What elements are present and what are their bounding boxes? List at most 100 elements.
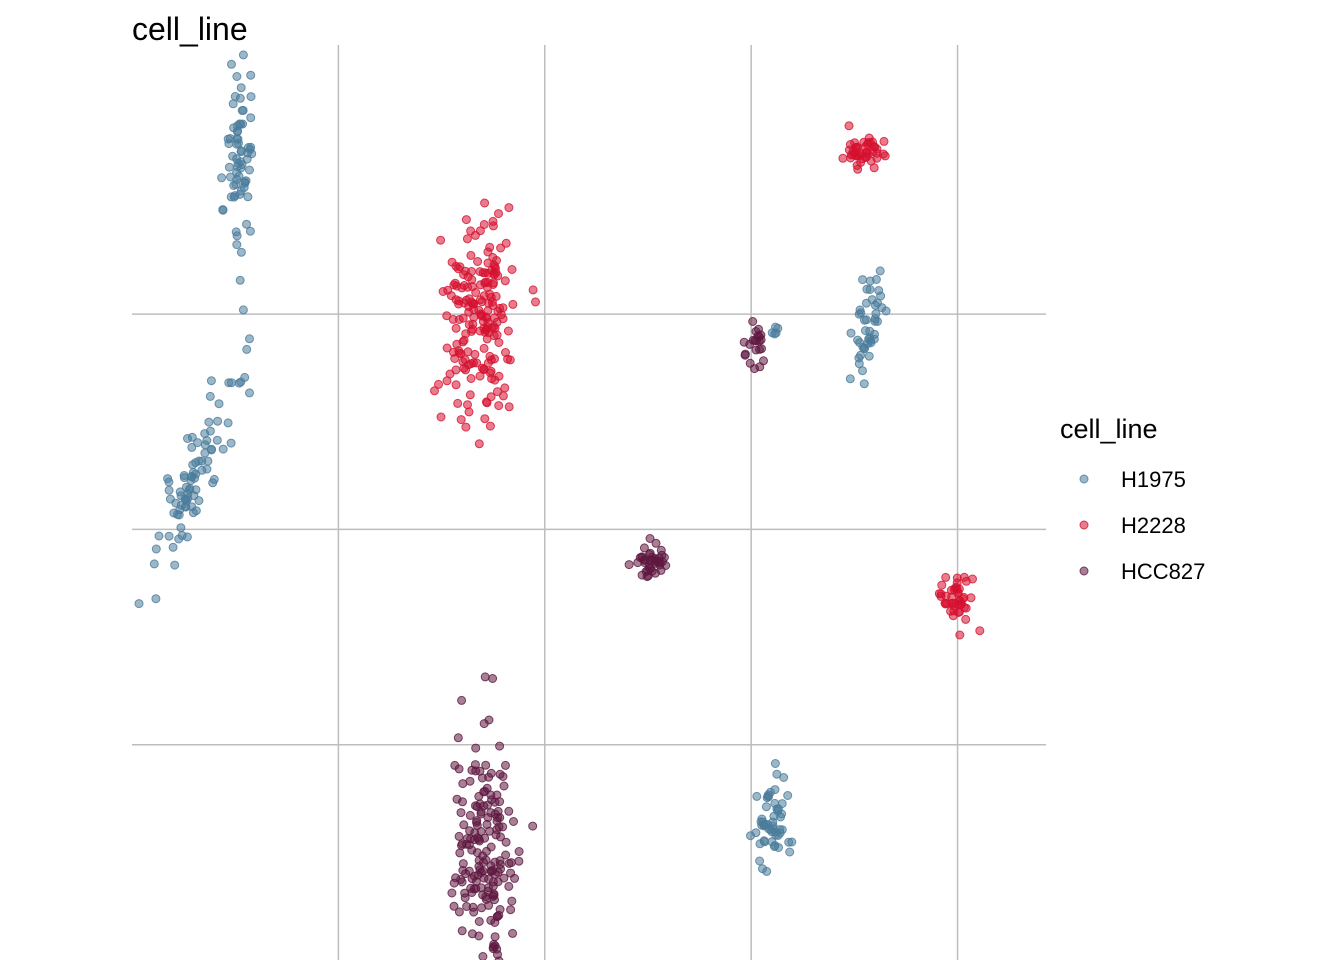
data-point <box>479 719 489 729</box>
data-point <box>194 496 204 506</box>
data-point <box>486 355 496 365</box>
data-point <box>164 485 174 495</box>
data-point <box>457 695 467 705</box>
data-point <box>508 299 518 309</box>
data-point <box>191 458 201 468</box>
data-point <box>494 338 504 347</box>
data-point <box>759 836 769 846</box>
data-point <box>225 134 235 143</box>
data-point <box>872 148 882 158</box>
data-point <box>757 344 766 354</box>
data-point <box>783 791 793 800</box>
grid-lines <box>132 45 1046 960</box>
data-point <box>480 198 490 208</box>
data-point <box>514 856 524 866</box>
data-point <box>236 247 246 257</box>
data-point <box>203 456 213 466</box>
data-point <box>646 564 656 574</box>
legend-title: cell_line <box>1060 414 1158 444</box>
data-point <box>206 376 216 386</box>
data-point <box>858 275 868 285</box>
data-point <box>961 614 971 624</box>
data-point <box>494 910 504 920</box>
data-point <box>755 856 765 866</box>
data-point <box>528 821 538 831</box>
data-point <box>451 261 461 271</box>
data-point <box>468 319 478 329</box>
data-point <box>877 303 887 313</box>
data-point <box>495 741 505 751</box>
data-point <box>787 837 797 847</box>
data-point <box>236 83 246 93</box>
data-point <box>442 311 452 321</box>
data-point <box>480 414 490 424</box>
data-point <box>507 896 517 906</box>
data-point <box>451 323 461 333</box>
data-point <box>863 138 873 147</box>
data-point <box>445 369 455 379</box>
data-point <box>461 869 471 879</box>
data-point <box>488 280 498 289</box>
data-point <box>218 205 228 215</box>
data-point <box>471 801 480 811</box>
data-point <box>200 440 210 450</box>
data-point <box>490 869 500 879</box>
data-point <box>204 417 214 427</box>
data-point <box>149 559 159 569</box>
data-point <box>233 158 243 168</box>
data-point <box>490 323 500 333</box>
data-point <box>164 477 174 487</box>
data-point <box>937 580 947 590</box>
data-point <box>187 442 197 452</box>
data-point <box>443 285 453 295</box>
cluster-h1975 <box>217 50 257 315</box>
data-point <box>501 850 511 860</box>
data-point <box>465 390 475 400</box>
data-point <box>485 368 495 378</box>
data-point <box>469 871 479 881</box>
data-point <box>168 542 178 552</box>
legend-label-hcc827: HCC827 <box>1121 559 1205 584</box>
data-point <box>164 531 174 541</box>
data-point <box>208 478 218 488</box>
data-point <box>477 903 487 913</box>
data-point <box>453 398 463 408</box>
data-point <box>869 163 879 173</box>
data-point <box>773 323 783 333</box>
data-point <box>436 235 446 245</box>
data-point <box>460 266 470 276</box>
data-point <box>486 861 496 871</box>
data-point <box>218 444 228 454</box>
data-point <box>165 494 175 504</box>
data-point <box>870 329 879 339</box>
data-point <box>875 266 885 276</box>
data-point <box>454 764 464 774</box>
data-point <box>454 315 464 324</box>
data-point <box>449 878 459 888</box>
data-point <box>243 192 253 202</box>
data-point <box>238 305 248 315</box>
data-point <box>442 343 452 353</box>
data-point <box>488 674 498 683</box>
data-point <box>232 72 242 81</box>
data-point <box>482 334 492 344</box>
data-point <box>480 672 490 682</box>
cluster-h2228 <box>934 572 985 640</box>
data-point <box>473 257 483 266</box>
data-point <box>486 808 496 818</box>
data-point <box>494 401 504 411</box>
data-point <box>953 588 963 598</box>
data-point <box>461 215 471 225</box>
data-point <box>851 143 861 153</box>
data-point <box>472 358 482 368</box>
data-point <box>454 296 464 306</box>
chart-title: cell_line <box>132 11 248 47</box>
data-point <box>242 219 251 229</box>
data-point <box>151 544 161 554</box>
data-point <box>233 134 243 144</box>
data-point <box>245 226 255 236</box>
data-point <box>459 820 469 830</box>
data-point <box>479 343 489 353</box>
data-point <box>246 92 256 102</box>
